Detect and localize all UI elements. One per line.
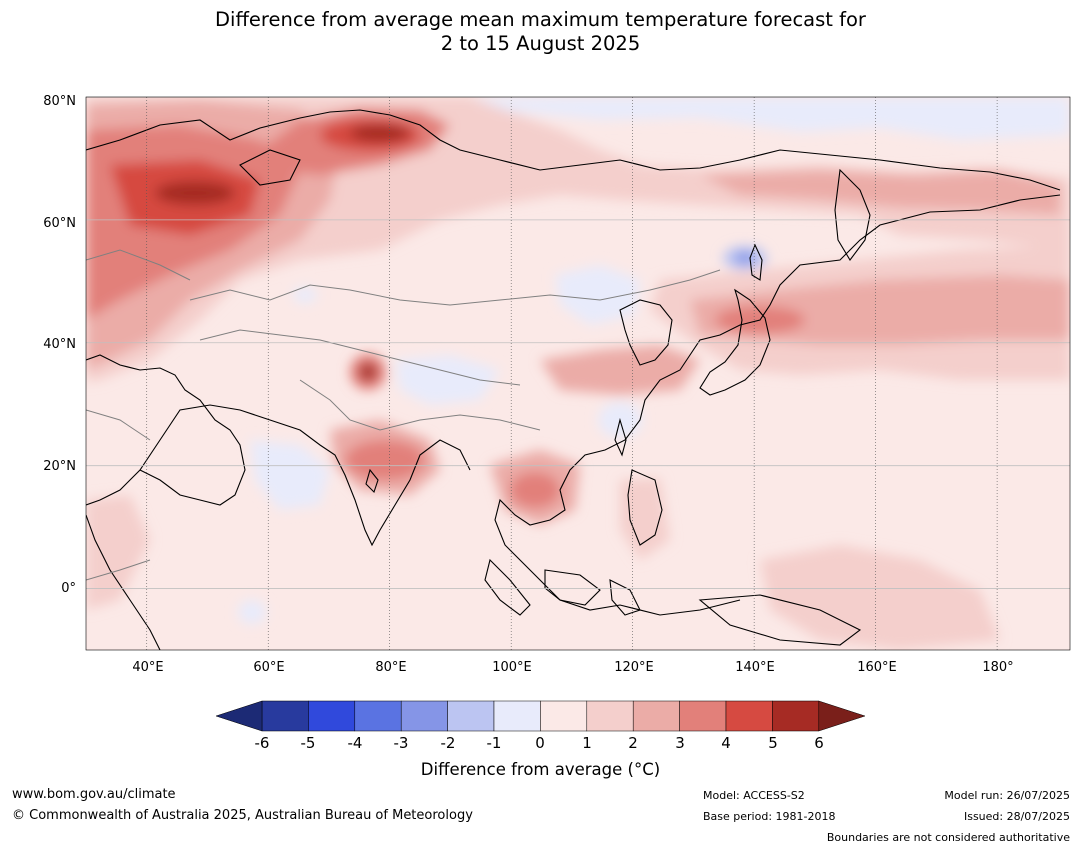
lon-label-180: 180° [982,660,1014,675]
copyright-text: © Commonwealth of Australia 2025, Austra… [12,808,473,823]
coastlines [86,109,1061,650]
novaya-zemlya-coast [239,149,301,186]
lon-label-80e: 80°E [375,660,407,675]
colorbar-tick: 0 [535,734,545,752]
strong-warm-region-india [345,440,425,480]
colorbar-swatch [586,700,634,732]
colorbar-tick: -5 [300,734,316,752]
lat-label-40n: 40°N [43,337,76,352]
lat-label-80n: 80°N [43,94,76,109]
colorbar-swatch [400,700,448,732]
hotspot-siberia [350,124,410,142]
east-africa-coast [86,514,161,650]
colorbar-swatch [447,700,495,732]
model-run-date: Model run: 26/07/2025 [944,789,1070,802]
hotspot-western-russia [155,181,235,205]
boundary-central-asia [199,329,521,386]
lat-label-60n: 60°N [43,216,76,231]
colorbar-swatch [679,700,727,732]
tibet-hotspot [359,363,377,381]
colorbar-swatch [354,700,402,732]
cool-region-tibet [395,355,500,405]
strong-warm-region-indochina [510,472,560,508]
boundary-africa [86,559,151,581]
boundary-russia-south [189,269,721,306]
sumatra-coast [484,558,531,616]
colorbar-swatch [772,700,820,732]
colorbar-tick: 4 [721,734,731,752]
lon-label-120e: 120°E [614,660,654,675]
colorbar-swatch [725,700,773,732]
colorbar-tick: 1 [582,734,592,752]
colorbar-tick: 3 [675,734,685,752]
taiwan-coast [614,417,627,457]
colorbar-under-arrow [215,700,263,732]
colorbar-swatch [632,700,680,732]
sri-lanka-coast [365,468,379,494]
sakhalin-coast [749,243,763,281]
cool-region-aral [293,287,317,303]
warm-region-western-pacific-south [760,545,1000,650]
issued-date: Issued: 28/07/2025 [963,810,1070,823]
warm-region-china [540,345,700,395]
map-frame [85,96,1071,651]
philippines-coast [627,469,663,546]
lon-label-160e: 160°E [857,660,897,675]
cool-region-arabian-sea [250,440,330,510]
cool-arctic-region [420,97,1070,140]
lon-label-140e: 140°E [735,660,775,675]
boundary-middle-east [86,409,151,441]
warm-region-east-africa [86,495,150,610]
model-name: Model: ACCESS-S2 [703,789,805,802]
graticule [86,97,1070,650]
warm-region-philippines [620,478,670,560]
colorbar-tick: -1 [486,734,502,752]
japan-coast [699,288,771,396]
cool-region-mongolia [555,265,640,325]
colorbar-tick: 2 [628,734,638,752]
boundaries-disclaimer: Boundaries are not considered authoritat… [826,831,1070,844]
colorbar-tick: -6 [254,734,270,752]
colorbar-tick: -2 [440,734,456,752]
colorbar-swatch [261,700,309,732]
colorbar-swatch [540,700,588,732]
korea-coast [619,299,673,366]
title-line-1: Difference from average mean maximum tem… [215,8,866,31]
arctic-coast [86,109,1061,191]
south-asia-coast [86,404,471,547]
lon-label-40e: 40°E [132,660,164,675]
east-asia-coast [494,194,1061,616]
base-period: Base period: 1981-2018 [703,810,836,823]
boundary-europe [86,249,191,281]
kamchatka-coast [834,168,871,261]
lat-label-20n: 20°N [43,459,76,474]
warm-region-northeast [700,170,1060,215]
colorbar-over-arrow [818,700,866,732]
anomaly-fields [86,97,1070,650]
map-title: Difference from average mean maximum tem… [0,8,1081,56]
colorbar-tick: 6 [814,734,824,752]
cool-region-indian-ocean [238,600,266,624]
title-line-2: 2 to 15 August 2025 [440,32,641,55]
lon-label-60e: 60°E [253,660,285,675]
country-boundaries [86,249,721,581]
new-guinea-coast [698,594,862,646]
boundary-himalaya [299,379,541,431]
colorbar-tick: -3 [393,734,409,752]
borneo-coast [544,569,601,606]
colorbar-swatch [308,700,356,732]
colorbar-label: Difference from average (°C) [420,760,661,779]
colorbar-tick: 5 [768,734,778,752]
lat-label-0: 0° [61,581,76,596]
website-link[interactable]: www.bom.gov.au/climate [12,787,176,802]
colorbar-tick: -4 [347,734,363,752]
arabia-coast [86,354,246,506]
colorbar-swatch [493,700,541,732]
lon-label-100e: 100°E [492,660,532,675]
map-plot-area [86,97,1070,650]
